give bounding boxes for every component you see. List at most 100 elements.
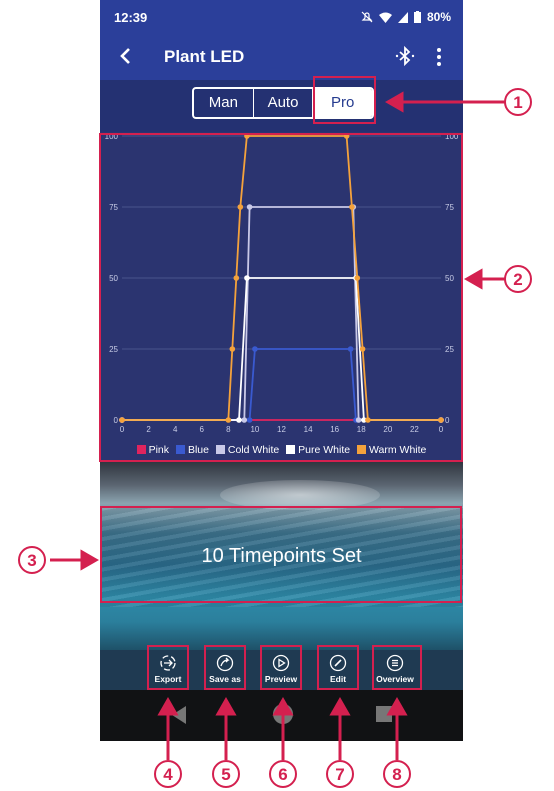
legend-swatch-pink	[136, 445, 146, 454]
highlight-box-2	[99, 133, 463, 462]
x-tick-6: 12	[277, 425, 286, 434]
light-schedule-chart[interactable]: 0 0 25 25 50 50 75 75 100 100 0 2 4 6 8 10 12 14 16 18 20 22 0…	[100, 132, 463, 462]
highlight-box-8	[372, 645, 422, 690]
point-4-2	[229, 346, 236, 352]
point-4-3	[233, 275, 240, 281]
y-tick-left-75: 75	[109, 203, 118, 212]
legend-label-cold-white: Cold White	[227, 444, 280, 456]
app-bar: Plant LED	[100, 34, 463, 80]
point-4-11	[438, 417, 444, 423]
battery-percent: 80%	[426, 10, 451, 24]
preview-play-icon	[272, 654, 290, 672]
preview-button[interactable]: Preview	[260, 650, 302, 690]
wifi-icon	[378, 12, 392, 23]
chart-legend: Pink Blue Cold White Pure White Warm Whi…	[100, 444, 463, 456]
nav-back-icon[interactable]	[172, 706, 186, 724]
mode-segmented-control: Man Auto Pro	[192, 87, 374, 119]
callout-number-1: 1	[504, 88, 532, 116]
export-label: Export	[154, 674, 182, 684]
legend-swatch-warm-white	[357, 445, 367, 454]
legend-label-blue: Blue	[187, 444, 209, 456]
point-1-2	[252, 346, 258, 352]
legend-item-pure-white[interactable]: Pure White	[286, 444, 350, 456]
callout-number-2: 2	[504, 265, 532, 293]
highlight-box-5	[204, 645, 246, 690]
highlight-box-6	[260, 645, 302, 690]
edit-button[interactable]: Edit	[317, 650, 359, 690]
battery-icon	[413, 11, 421, 23]
highlight-box-3	[100, 506, 462, 603]
callout-number-7: 7	[326, 760, 354, 788]
point-3-4	[361, 417, 367, 423]
y-tick-left-50: 50	[109, 274, 118, 283]
export-icon	[160, 655, 176, 671]
point-3-2	[244, 275, 250, 281]
x-tick-2: 4	[173, 425, 178, 434]
legend-item-blue[interactable]: Blue	[175, 444, 209, 456]
x-tick-3: 6	[200, 425, 205, 434]
highlight-box-1	[313, 76, 376, 124]
legend-item-warm-white[interactable]: Warm White	[357, 444, 426, 456]
x-tick-0: 0	[120, 425, 125, 434]
export-button[interactable]: Export	[147, 650, 189, 690]
x-tick-9: 18	[357, 425, 366, 434]
mode-auto-tab[interactable]: Auto	[254, 89, 314, 117]
water-surface	[100, 507, 463, 607]
bluetooth-icon[interactable]	[394, 45, 416, 67]
x-tick-1: 2	[146, 425, 151, 434]
y-tick-left-0: 0	[114, 416, 119, 425]
y-tick-right-25: 25	[445, 345, 454, 354]
edit-pencil-icon	[329, 654, 347, 672]
callout-number-4: 4	[154, 760, 182, 788]
series-line-warm-white	[122, 135, 441, 421]
overview-label: Overview	[376, 674, 414, 684]
nav-home-icon[interactable]	[273, 704, 293, 724]
point-2-4	[355, 417, 362, 423]
y-tick-right-100: 100	[445, 132, 459, 141]
y-tick-right-50: 50	[445, 274, 454, 283]
edit-label: Edit	[329, 674, 347, 684]
callout-number-3: 3	[18, 546, 46, 574]
mode-pro-tab[interactable]: Pro	[313, 89, 372, 117]
callout-number-8: 8	[383, 760, 411, 788]
legend-swatch-pure-white	[286, 445, 296, 454]
underwater-photo-banner: 10 Timepoints Set	[100, 462, 463, 650]
x-tick-5: 10	[250, 425, 259, 434]
save-as-label: Save as	[209, 674, 241, 684]
point-4-8	[354, 275, 361, 281]
legend-item-cold-white[interactable]: Cold White	[215, 444, 280, 456]
bottom-toolbar: Export Save as Preview Edit Overview	[100, 650, 463, 690]
callout-number-6: 6	[269, 760, 297, 788]
legend-swatch-cold-white	[215, 445, 225, 454]
status-time: 12:39	[114, 10, 148, 25]
legend-label-pink: Pink	[148, 444, 170, 456]
legend-item-pink[interactable]: Pink	[136, 444, 170, 456]
save-as-button[interactable]: Save as	[204, 650, 246, 690]
phone-screen: 12:39 80% Plant LED Man Auto Pro 0 0 25 25 5…	[100, 0, 463, 741]
mode-man-tab[interactable]: Man	[194, 89, 254, 117]
point-1-3	[347, 346, 354, 352]
x-tick-12: 0	[439, 425, 444, 434]
legend-label-warm-white: Warm White	[369, 444, 427, 456]
preview-label: Preview	[264, 674, 298, 684]
point-4-0	[119, 417, 125, 423]
point-1-1	[246, 417, 253, 423]
timepoints-set-label[interactable]: 10 Timepoints Set	[201, 545, 362, 567]
y-tick-left-100: 100	[105, 132, 119, 141]
status-bar: 12:39 80%	[100, 0, 463, 34]
y-tick-right-0: 0	[445, 416, 450, 425]
system-nav-bar	[100, 690, 463, 741]
point-4-9	[359, 346, 366, 352]
highlight-box-4	[147, 645, 189, 690]
y-tick-left-25: 25	[109, 345, 118, 354]
overview-button[interactable]: Overview	[374, 650, 416, 690]
point-4-1	[225, 417, 232, 423]
sun-glow	[220, 480, 380, 510]
x-tick-7: 14	[304, 425, 313, 434]
point-4-7	[349, 204, 355, 210]
x-tick-4: 8	[226, 425, 231, 434]
more-menu-icon[interactable]	[436, 46, 442, 68]
back-arrow-icon[interactable]	[114, 44, 138, 68]
nav-recents-icon[interactable]	[376, 706, 392, 722]
